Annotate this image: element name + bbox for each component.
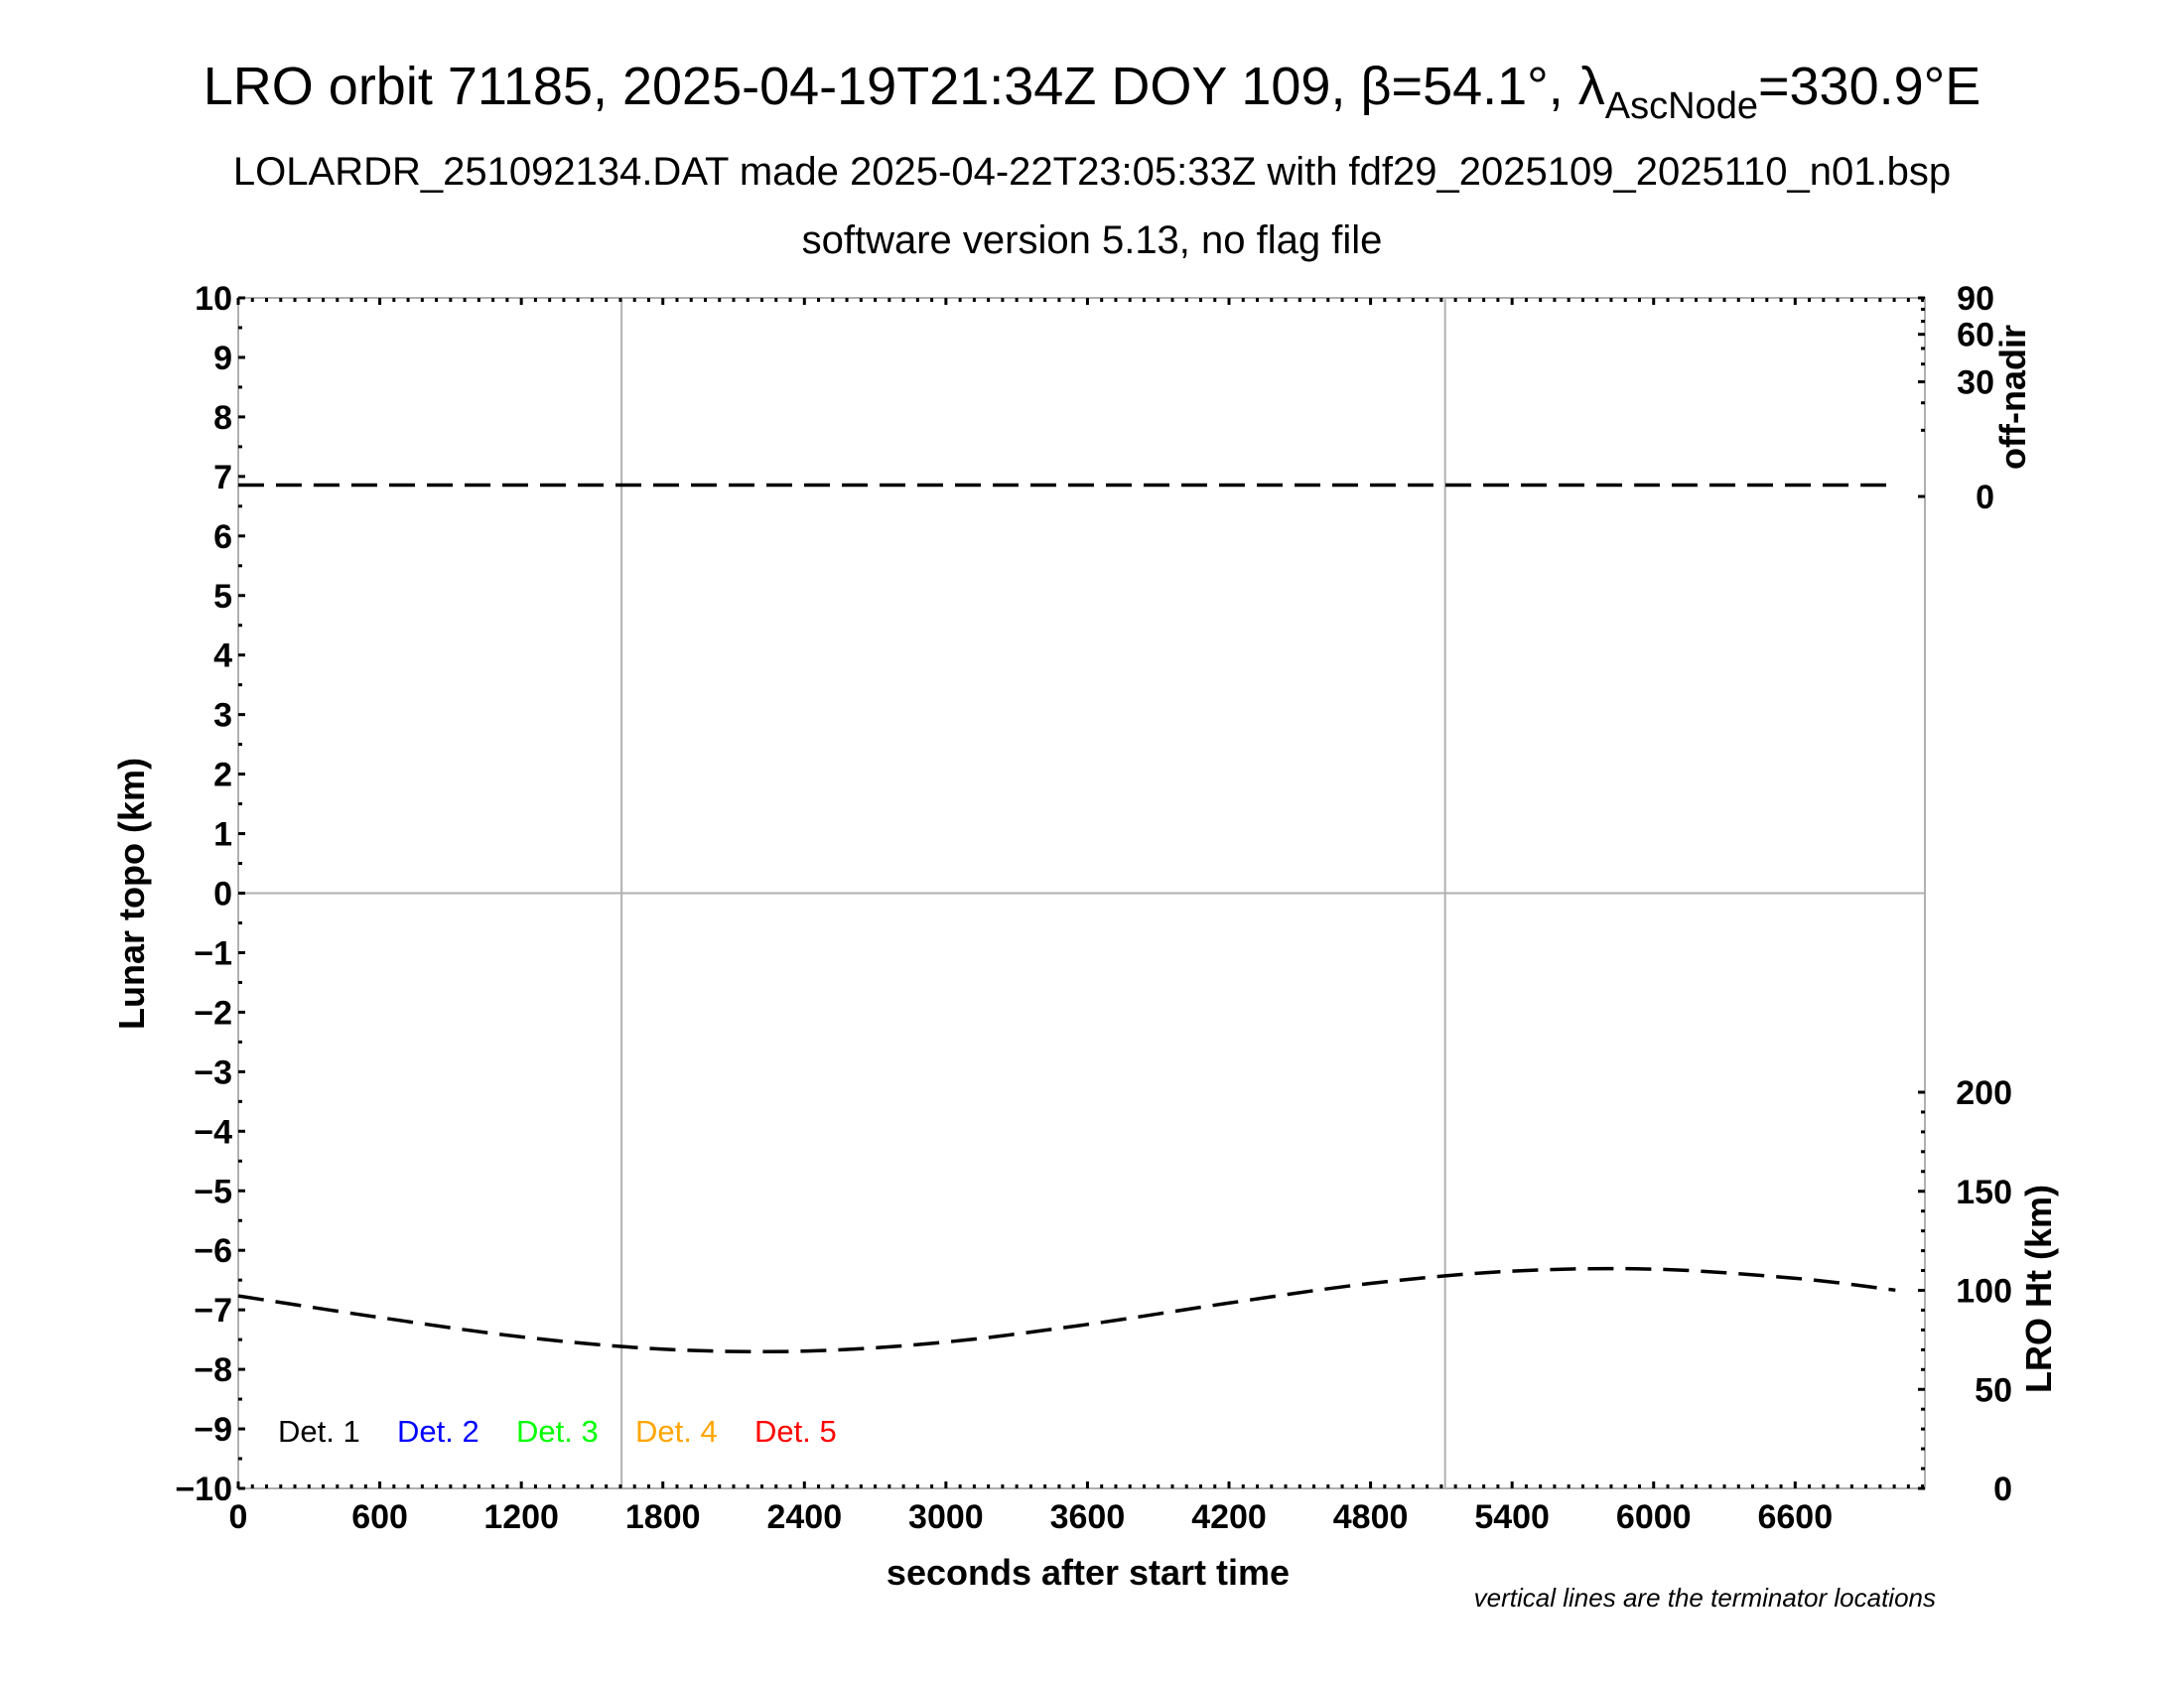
offnadir-tick-label: 60 <box>1957 317 1994 354</box>
ht-tick-label: 200 <box>1956 1074 2012 1112</box>
legend-entry: Det. 5 <box>754 1414 837 1449</box>
y-tick-label: −9 <box>194 1411 232 1449</box>
x-tick-label: 6000 <box>1616 1498 1692 1536</box>
y-tick-label: 1 <box>213 816 232 854</box>
x-tick-label: 0 <box>229 1498 248 1536</box>
y-tick-label: 10 <box>195 280 232 318</box>
y-tick-label: −6 <box>194 1232 232 1270</box>
y-tick-label: −3 <box>194 1054 232 1091</box>
y-tick-label: 4 <box>213 637 232 675</box>
x-tick-label: 5400 <box>1474 1498 1550 1536</box>
offnadir-tick-label: 30 <box>1957 364 1994 402</box>
ht-tick-label: 50 <box>1975 1371 2012 1409</box>
terminator-note: vertical lines are the terminator locati… <box>1474 1583 1936 1613</box>
x-tick-label: 4800 <box>1333 1498 1409 1536</box>
y-tick-label: −10 <box>175 1471 232 1508</box>
x-tick-label: 3600 <box>1050 1498 1126 1536</box>
y-tick-label: −2 <box>194 994 232 1032</box>
legend-entry: Det. 4 <box>635 1414 718 1449</box>
x-tick-label: 4200 <box>1191 1498 1267 1536</box>
y-tick-label: 0 <box>213 876 232 914</box>
ht-tick-label: 100 <box>1956 1273 2012 1311</box>
x-tick-label: 1200 <box>483 1498 559 1536</box>
offnadir-axis-label: off-nadir <box>1992 325 2033 470</box>
x-tick-label: 2400 <box>766 1498 842 1536</box>
offnadir-tick-label: 90 <box>1957 280 1994 318</box>
chart-subtitle: LOLARDR_251092134.DAT made 2025-04-22T23… <box>233 150 1951 194</box>
legend-entry: Det. 1 <box>278 1414 360 1449</box>
y-tick-label: 9 <box>213 340 232 377</box>
x-axis-label: seconds after start time <box>887 1552 1290 1593</box>
offnadir-tick-label: 0 <box>1976 479 1994 516</box>
x-tick-label: 1800 <box>625 1498 701 1536</box>
y-tick-label: 8 <box>213 399 232 437</box>
lro-height-series-line <box>237 1266 1896 1354</box>
ht-tick-label: 150 <box>1956 1174 2012 1211</box>
y-tick-label: −8 <box>194 1351 232 1389</box>
y-tick-label: 6 <box>213 518 232 556</box>
y-tick-label: 2 <box>213 757 232 794</box>
legend-entry: Det. 2 <box>397 1414 479 1449</box>
chart-title: LRO orbit 71185, 2025-04-19T21:34Z DOY 1… <box>204 57 1981 127</box>
y-tick-label: −7 <box>194 1292 232 1330</box>
y-tick-label: −4 <box>194 1113 232 1151</box>
lro-ht-axis-label: LRO Ht (km) <box>2018 1185 2059 1393</box>
x-tick-label: 3000 <box>908 1498 984 1536</box>
y-tick-label: 5 <box>213 578 232 616</box>
y-tick-label: 3 <box>213 697 232 735</box>
y-axis-label: Lunar topo (km) <box>111 758 152 1030</box>
x-tick-label: 6600 <box>1757 1498 1833 1536</box>
y-tick-label: −5 <box>194 1173 232 1210</box>
chart-subtitle-2: software version 5.13, no flag file <box>802 218 1383 262</box>
x-tick-label: 600 <box>351 1498 408 1536</box>
legend-entry: Det. 3 <box>516 1414 599 1449</box>
ht-tick-label: 0 <box>1993 1471 2012 1508</box>
y-tick-label: −1 <box>194 934 232 972</box>
y-tick-label: 7 <box>213 459 232 496</box>
